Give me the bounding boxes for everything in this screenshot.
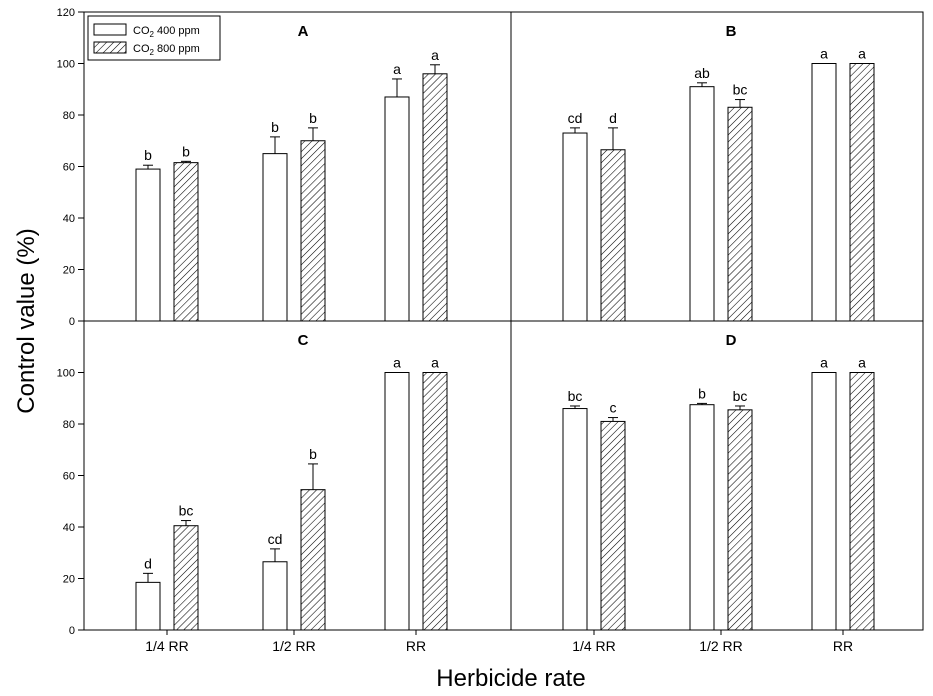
bar-co2-400 — [135, 168, 161, 322]
bar-co2-400 — [689, 404, 715, 631]
significance-letter: cd — [268, 531, 283, 547]
y-tick-label: 120 — [57, 7, 75, 19]
significance-letter: b — [309, 110, 317, 126]
y-tick-label: 60 — [63, 471, 75, 483]
bar-co2-400 — [689, 86, 715, 322]
significance-letter: a — [393, 61, 401, 77]
significance-letter: a — [858, 355, 866, 371]
significance-letter: b — [144, 147, 152, 163]
x-category-label: 1/4 RR — [572, 638, 616, 654]
bar-co2-800 — [300, 489, 326, 631]
y-tick-label: 100 — [57, 368, 75, 380]
bar-co2-400 — [384, 96, 410, 322]
panel-title: C — [298, 332, 309, 349]
legend-swatch-hatched — [93, 41, 127, 54]
x-axis-title: Herbicide rate — [436, 665, 585, 692]
bar-co2-400 — [811, 372, 837, 631]
significance-letter: bc — [568, 388, 583, 404]
bar-co2-800 — [849, 372, 875, 631]
significance-letter: c — [610, 400, 617, 416]
bar-co2-400 — [562, 408, 588, 631]
y-tick-label: 0 — [69, 625, 75, 637]
panel-a: Ab b b b a a — [135, 23, 448, 322]
x-category-label: 1/2 RR — [272, 638, 316, 654]
x-category-label: RR — [833, 638, 853, 654]
significance-letter: a — [431, 355, 439, 371]
significance-letter: b — [271, 119, 279, 135]
significance-letter: b — [309, 446, 317, 462]
significance-letter: bc — [179, 503, 194, 519]
y-tick-label: 100 — [57, 59, 75, 71]
bar-co2-800 — [600, 420, 626, 631]
panel-title: B — [726, 23, 737, 40]
panel-title: D — [726, 332, 737, 349]
bar-co2-400 — [135, 581, 161, 631]
legend: CO2 400 ppm CO2 800 ppm — [87, 15, 221, 61]
significance-letter: a — [858, 46, 866, 62]
significance-letter: a — [393, 355, 401, 371]
y-tick-label: 0 — [69, 316, 75, 328]
panel-c: Cd bc cd b a a — [135, 332, 448, 631]
significance-letter: d — [609, 110, 617, 126]
bar-co2-800 — [600, 149, 626, 322]
significance-letter: b — [698, 385, 706, 401]
y-tick-label: 60 — [63, 162, 75, 174]
bar-co2-800 — [727, 106, 753, 322]
significance-letter: bc — [733, 388, 748, 404]
bar-co2-800 — [849, 63, 875, 322]
bar-co2-800 — [173, 162, 199, 322]
panels: Ab b b b a a Bcd d ab bc a a Cd bc cd b a a Dbc c b bc a a — [135, 23, 875, 631]
bar-co2-400 — [384, 372, 410, 631]
bar-co2-400 — [811, 63, 837, 322]
bar-co2-400 — [562, 132, 588, 322]
significance-letter: a — [820, 355, 828, 371]
legend-swatch-open — [93, 23, 127, 36]
significance-letter: ab — [694, 65, 710, 81]
panel-b: Bcd d ab bc a a — [562, 23, 875, 322]
bar-co2-800 — [300, 140, 326, 322]
significance-letter: cd — [568, 110, 583, 126]
bar-co2-800 — [727, 409, 753, 631]
bar-co2-400 — [262, 561, 288, 631]
significance-letter: a — [431, 47, 439, 63]
legend-label-800: CO2 800 ppm — [133, 43, 200, 57]
x-category-label: RR — [406, 638, 426, 654]
y-tick-label: 80 — [63, 419, 75, 431]
bar-co2-800 — [173, 525, 199, 631]
significance-letter: b — [182, 143, 190, 159]
panel-title: A — [298, 23, 309, 40]
y-tick-label: 80 — [63, 110, 75, 122]
significance-letter: bc — [733, 82, 748, 98]
legend-label-400: CO2 400 ppm — [133, 25, 200, 39]
bar-co2-400 — [262, 153, 288, 322]
bar-co2-800 — [422, 73, 448, 322]
x-category-label: 1/4 RR — [145, 638, 189, 654]
y-tick-label: 20 — [63, 265, 75, 277]
x-category-label: 1/2 RR — [699, 638, 743, 654]
y-axis-title: Control value (%) — [13, 228, 40, 413]
significance-letter: d — [144, 555, 152, 571]
y-tick-label: 40 — [63, 522, 75, 534]
panel-d: Dbc c b bc a a — [562, 332, 875, 631]
y-axes: 0 20 40 60 80 100 120 0 20 40 60 80 100 — [57, 7, 84, 637]
significance-letter: a — [820, 46, 828, 62]
y-tick-label: 20 — [63, 574, 75, 586]
y-tick-label: 40 — [63, 213, 75, 225]
x-category-labels: 1/4 RR 1/2 RR RR 1/4 RR 1/2 RR RR — [145, 630, 853, 654]
bar-co2-800 — [422, 372, 448, 631]
